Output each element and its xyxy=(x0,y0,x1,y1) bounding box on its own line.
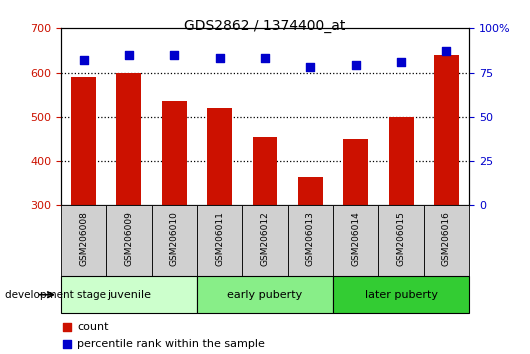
Bar xyxy=(242,205,288,276)
Bar xyxy=(378,205,423,276)
Text: GSM206010: GSM206010 xyxy=(170,211,179,266)
Bar xyxy=(288,205,333,276)
Text: GSM206015: GSM206015 xyxy=(396,211,405,266)
Text: GSM206008: GSM206008 xyxy=(79,211,88,266)
Point xyxy=(442,48,450,54)
Text: percentile rank within the sample: percentile rank within the sample xyxy=(77,339,265,349)
Text: GSM206016: GSM206016 xyxy=(442,211,451,266)
Point xyxy=(397,59,405,65)
Text: GSM206011: GSM206011 xyxy=(215,211,224,266)
Point xyxy=(125,52,133,58)
Text: GSM206014: GSM206014 xyxy=(351,211,360,266)
Point xyxy=(63,324,72,329)
Point xyxy=(63,341,72,347)
Text: GSM206009: GSM206009 xyxy=(125,211,134,266)
Bar xyxy=(434,55,459,205)
Bar xyxy=(197,276,333,313)
Point xyxy=(351,63,360,68)
Text: early puberty: early puberty xyxy=(227,290,303,300)
Point xyxy=(170,52,179,58)
Bar xyxy=(343,139,368,205)
Bar xyxy=(107,205,152,276)
Bar xyxy=(117,73,142,205)
Bar xyxy=(423,205,469,276)
Bar xyxy=(152,205,197,276)
Point xyxy=(261,56,269,61)
Text: GSM206012: GSM206012 xyxy=(261,211,269,266)
Point xyxy=(215,56,224,61)
Bar xyxy=(61,276,197,313)
Text: GDS2862 / 1374400_at: GDS2862 / 1374400_at xyxy=(184,19,346,34)
Text: count: count xyxy=(77,321,109,332)
Bar xyxy=(71,77,96,205)
Bar xyxy=(388,117,413,205)
Point xyxy=(306,64,315,70)
Text: juvenile: juvenile xyxy=(107,290,151,300)
Point xyxy=(80,57,88,63)
Bar xyxy=(333,276,469,313)
Bar xyxy=(298,177,323,205)
Bar xyxy=(207,108,232,205)
Bar xyxy=(61,205,107,276)
Text: GSM206013: GSM206013 xyxy=(306,211,315,266)
Bar xyxy=(252,137,278,205)
Text: later puberty: later puberty xyxy=(365,290,438,300)
Text: development stage: development stage xyxy=(5,290,107,300)
Bar xyxy=(333,205,378,276)
Bar xyxy=(197,205,242,276)
Bar xyxy=(162,101,187,205)
